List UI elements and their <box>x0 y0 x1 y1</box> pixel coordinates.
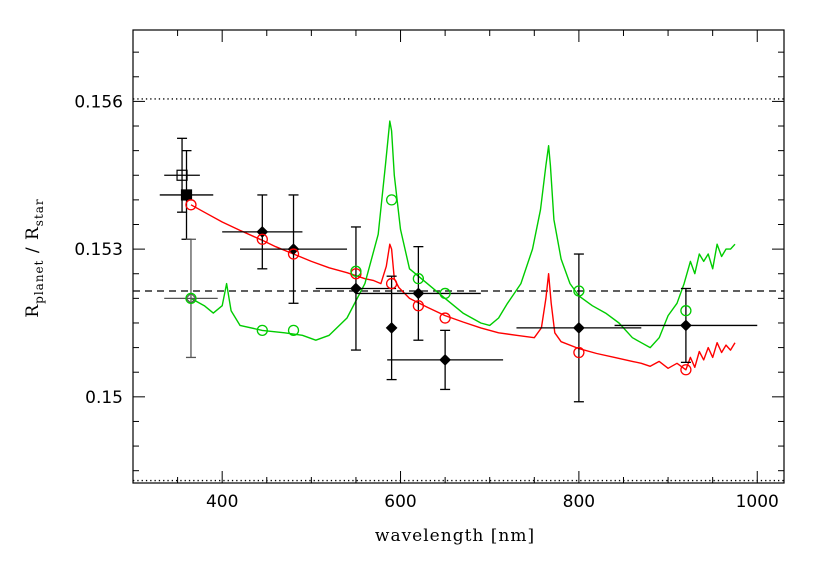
green-model-points-point <box>573 285 585 297</box>
red-model-points-point <box>287 248 300 260</box>
model-curves <box>190 120 736 371</box>
green-model-curve <box>190 120 736 349</box>
red-model-points-point <box>385 277 398 290</box>
x-axis-title: wavelength [nm] <box>375 526 535 546</box>
y-tick-label: 0.15 <box>85 388 123 408</box>
tick-labels: 400 600 800 1000 0.15 0.153 0.156 <box>74 92 779 512</box>
axis-ticks <box>132 30 784 483</box>
green-model-points-point <box>185 292 197 305</box>
red-model-points-point <box>439 312 451 324</box>
red-model-points-point <box>256 233 268 245</box>
red-model-points-point <box>573 346 585 359</box>
red-model-points-point <box>680 364 692 376</box>
green-model-points-point <box>287 324 300 337</box>
red-model-points-point <box>185 199 197 211</box>
x-tick-label: 400 <box>206 492 238 512</box>
green-model-points-point <box>385 194 398 206</box>
reference-lines <box>133 98 784 482</box>
black-diamonds-point <box>350 282 362 295</box>
black-square-point <box>180 189 193 201</box>
open-square-point <box>176 169 188 181</box>
y-axis-title: Rplanet / Rstar <box>23 198 46 317</box>
green-model-points-point <box>350 265 362 277</box>
y-tick-label: 0.156 <box>74 92 123 112</box>
black-diamonds-point <box>439 354 451 366</box>
error-bars <box>159 137 758 403</box>
black-diamonds-point <box>573 322 585 334</box>
x-tick-label: 1000 <box>736 492 779 512</box>
data-markers <box>176 169 692 376</box>
black-diamonds-point <box>680 319 692 332</box>
green-model-points-point <box>439 287 451 300</box>
green-model-points-point <box>256 324 268 337</box>
black-diamonds-point <box>385 322 398 334</box>
x-tick-label: 800 <box>563 492 595 512</box>
green-model-points-point <box>680 305 692 317</box>
black-diamonds-point <box>412 287 425 300</box>
x-tick-label: 600 <box>384 492 416 512</box>
y-tick-label: 0.153 <box>74 240 123 260</box>
green-model-points-point <box>412 273 425 285</box>
red-model-points-point <box>412 300 425 312</box>
plot-frame <box>132 29 785 484</box>
